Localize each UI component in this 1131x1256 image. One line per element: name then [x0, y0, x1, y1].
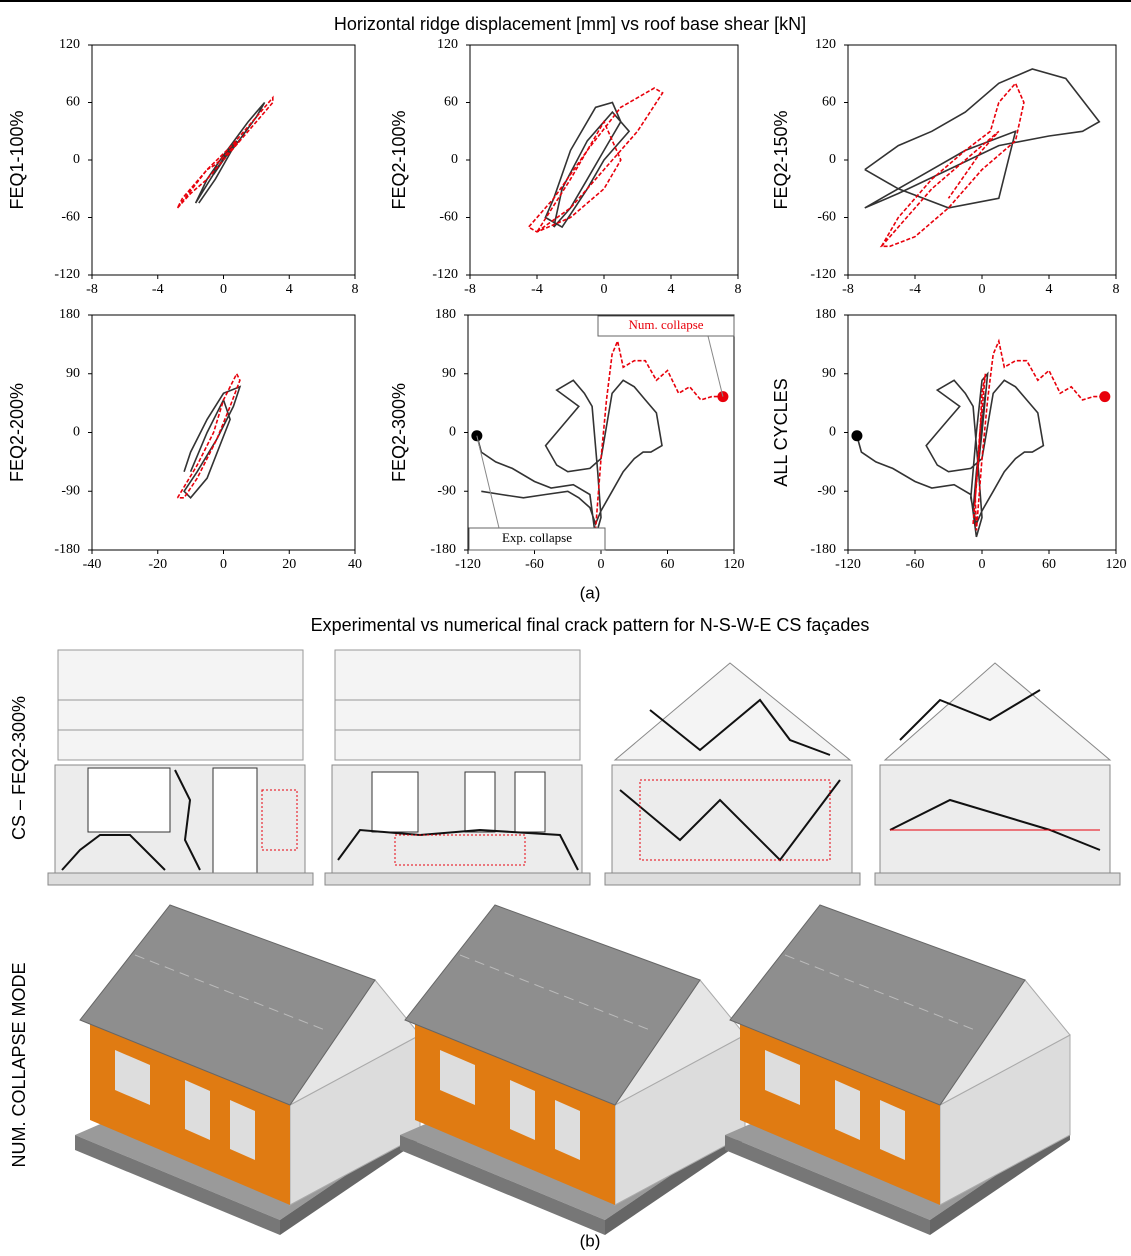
y-tick-label: -60 [61, 210, 80, 225]
hysteresis-curve [882, 83, 1024, 246]
y-tick-label: 0 [829, 425, 836, 440]
y-tick-label: 180 [815, 307, 836, 322]
row-label-crack: CS – FEQ2-300% [9, 696, 29, 840]
y-tick-label: -180 [54, 542, 80, 557]
house-2 [400, 905, 745, 1235]
y-tick-label: 180 [59, 307, 80, 322]
y-tick-label: 120 [437, 37, 458, 52]
annotation: Exp. collapse [502, 530, 572, 545]
x-tick-label: -20 [148, 557, 167, 572]
title-b: Experimental vs numerical final crack pa… [311, 615, 870, 635]
y-tick-label: 0 [449, 425, 456, 440]
y-tick-label: 0 [829, 152, 836, 167]
x-tick-label: 8 [352, 282, 359, 297]
row-label: FEQ2-100% [389, 110, 409, 209]
x-tick-label: 0 [220, 557, 227, 572]
x-tick-label: -8 [842, 282, 854, 297]
x-tick-label: 0 [979, 282, 986, 297]
y-tick-label: 60 [822, 95, 836, 110]
caption-a: (a) [580, 583, 601, 602]
row-label: FEQ2-300% [389, 383, 409, 482]
y-tick-label: -120 [810, 267, 836, 282]
y-tick-label: -90 [61, 483, 80, 498]
y-tick-label: -120 [54, 267, 80, 282]
x-tick-label: 120 [724, 557, 745, 572]
y-tick-label: -180 [810, 542, 836, 557]
y-tick-label: -60 [817, 210, 836, 225]
x-tick-label: 60 [1042, 557, 1056, 572]
caption-b: (b) [580, 1231, 601, 1250]
x-tick-label: 0 [220, 282, 227, 297]
house-3 [725, 905, 1070, 1235]
y-tick-label: -90 [817, 483, 836, 498]
hysteresis-curve [865, 69, 1100, 208]
x-tick-label: 60 [661, 557, 675, 572]
x-tick-label: -8 [464, 282, 476, 297]
x-tick-label: -40 [83, 557, 102, 572]
crack-patterns [48, 650, 1120, 885]
x-tick-label: -8 [86, 282, 98, 297]
x-tick-label: 0 [601, 282, 608, 297]
y-tick-label: 60 [444, 95, 458, 110]
x-tick-label: -60 [525, 557, 544, 572]
hysteresis-curve [857, 374, 1044, 537]
hysteresis-curve [973, 341, 1105, 530]
collapse-point [1099, 391, 1110, 402]
collapse-point [851, 430, 862, 441]
x-tick-label: 8 [1113, 282, 1120, 297]
x-tick-label: 4 [668, 282, 675, 297]
y-tick-label: 120 [59, 37, 80, 52]
leader-line [708, 336, 723, 397]
title-a: Horizontal ridge displacement [mm] vs ro… [334, 14, 806, 34]
y-tick-label: -60 [439, 210, 458, 225]
x-tick-label: -4 [531, 282, 543, 297]
x-tick-label: -120 [835, 557, 861, 572]
x-tick-label: -4 [152, 282, 164, 297]
y-tick-label: -90 [437, 483, 456, 498]
y-tick-label: 60 [66, 95, 80, 110]
x-tick-label: 0 [598, 557, 605, 572]
x-tick-label: 40 [348, 557, 362, 572]
y-tick-label: 0 [73, 152, 80, 167]
row-label: FEQ2-150% [771, 110, 791, 209]
x-tick-label: -4 [909, 282, 921, 297]
y-tick-label: 180 [435, 307, 456, 322]
x-tick-label: -60 [906, 557, 925, 572]
hysteresis-curve [196, 103, 265, 204]
y-tick-label: -120 [432, 267, 458, 282]
hysteresis-curve [178, 98, 273, 208]
y-tick-label: 0 [451, 152, 458, 167]
y-tick-label: 120 [815, 37, 836, 52]
y-tick-label: -180 [430, 542, 456, 557]
y-tick-label: 90 [442, 366, 456, 381]
facade-east [875, 663, 1120, 885]
y-tick-label: 90 [822, 366, 836, 381]
x-tick-label: 0 [979, 557, 986, 572]
plot-frame [848, 45, 1116, 275]
hysteresis-curve [477, 380, 662, 537]
x-tick-label: -120 [455, 557, 481, 572]
y-tick-label: 90 [66, 366, 80, 381]
house-1 [75, 905, 420, 1235]
facade-north [48, 650, 313, 885]
x-tick-label: 120 [1106, 557, 1127, 572]
x-tick-label: 20 [282, 557, 296, 572]
plot-frame [92, 315, 355, 550]
hysteresis-curve [596, 341, 723, 530]
x-tick-label: 4 [286, 282, 293, 297]
y-tick-label: 0 [73, 425, 80, 440]
x-tick-label: 4 [1046, 282, 1053, 297]
facade-south [325, 650, 590, 885]
leader-line [477, 436, 499, 528]
row-label: FEQ1-100% [7, 110, 27, 209]
facade-west [605, 663, 860, 885]
x-tick-label: 8 [735, 282, 742, 297]
hysteresis-curve [178, 374, 240, 498]
row-label-collapse: NUM. COLLAPSE MODE [9, 962, 29, 1167]
figure: Horizontal ridge displacement [mm] vs ro… [0, 0, 1131, 1256]
row-label: FEQ2-200% [7, 383, 27, 482]
row-label: ALL CYCLES [771, 378, 791, 486]
annotation: Num. collapse [628, 317, 703, 332]
hysteresis-curve [545, 103, 629, 228]
